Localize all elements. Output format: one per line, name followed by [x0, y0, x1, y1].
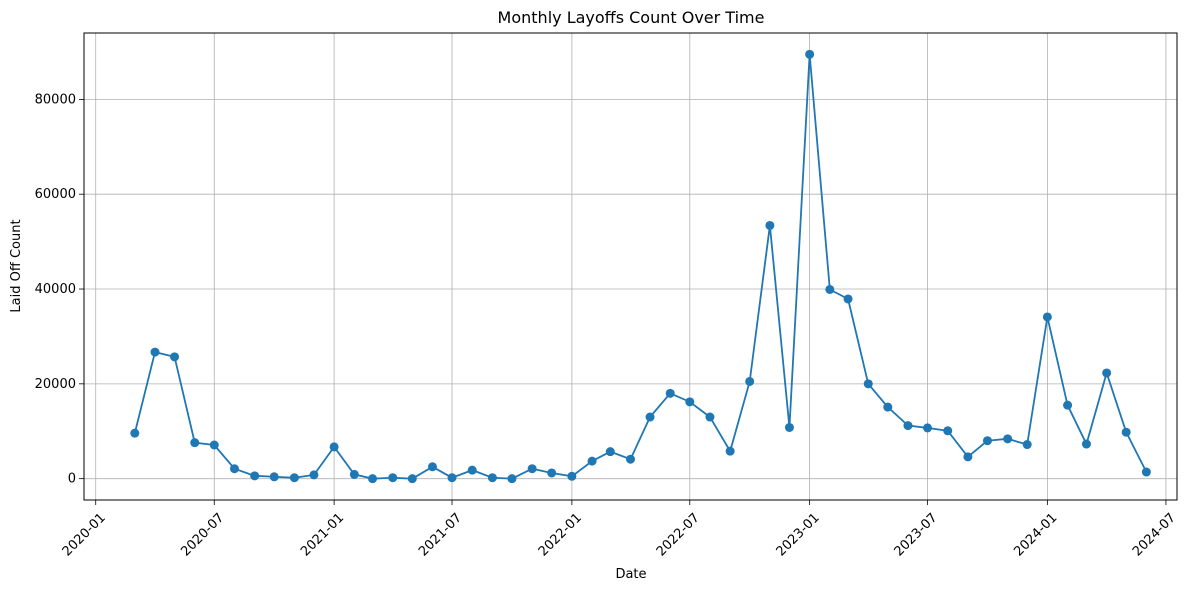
- data-point: [784, 422, 794, 432]
- data-point: [645, 412, 655, 422]
- data-point: [527, 464, 537, 474]
- data-point: [943, 426, 953, 436]
- data-point: [745, 376, 755, 386]
- data-point: [1042, 312, 1052, 322]
- plot-frame: [83, 32, 1178, 501]
- data-point: [1022, 440, 1032, 450]
- data-point: [507, 474, 517, 484]
- data-point: [407, 474, 417, 484]
- y-tick-label: 40000: [35, 282, 76, 297]
- data-point: [547, 468, 557, 478]
- data-point: [190, 438, 200, 448]
- data-point: [605, 447, 615, 457]
- data-point: [963, 452, 973, 462]
- data-series: [130, 49, 1151, 484]
- data-point: [805, 49, 815, 59]
- data-point: [1003, 434, 1013, 444]
- series-line: [133, 54, 1148, 480]
- chart-title: Monthly Layoffs Count Over Time: [498, 8, 765, 27]
- data-point: [289, 473, 299, 483]
- data-point: [1141, 467, 1151, 477]
- data-point: [329, 442, 339, 452]
- y-tick-label: 80000: [35, 92, 76, 107]
- data-point: [487, 473, 497, 483]
- data-point: [705, 412, 715, 422]
- data-point: [467, 465, 477, 475]
- data-point: [447, 473, 457, 483]
- y-tick-label: 60000: [35, 187, 76, 202]
- data-point: [587, 456, 597, 466]
- data-point: [130, 428, 140, 438]
- y-tick-label: 20000: [35, 377, 76, 392]
- data-point: [150, 347, 160, 357]
- grid: [84, 33, 1177, 500]
- data-point: [765, 220, 775, 230]
- data-point: [725, 446, 735, 456]
- data-point: [982, 436, 992, 446]
- data-point: [309, 470, 319, 480]
- data-point: [1102, 368, 1112, 378]
- data-point: [349, 469, 359, 479]
- data-point: [209, 440, 219, 450]
- y-axis-label: Laid Off Count: [9, 219, 24, 312]
- data-point: [1063, 400, 1073, 410]
- y-tick-label: 0: [68, 472, 76, 487]
- data-point: [903, 421, 913, 431]
- data-point: [567, 471, 577, 481]
- data-point: [863, 379, 873, 389]
- data-point: [427, 462, 437, 472]
- data-point: [368, 474, 378, 484]
- data-point: [170, 352, 180, 362]
- data-point: [883, 402, 893, 412]
- data-point: [923, 423, 933, 433]
- data-point: [269, 472, 279, 482]
- data-point: [626, 454, 635, 464]
- data-point: [1081, 439, 1091, 449]
- data-point: [229, 464, 239, 474]
- data-point: [825, 284, 835, 294]
- data-point: [250, 471, 260, 481]
- data-point: [388, 473, 398, 483]
- data-point: [1121, 427, 1131, 437]
- x-axis-label: Date: [615, 567, 646, 582]
- data-point: [665, 388, 675, 398]
- data-point: [843, 294, 853, 304]
- data-point: [685, 397, 695, 407]
